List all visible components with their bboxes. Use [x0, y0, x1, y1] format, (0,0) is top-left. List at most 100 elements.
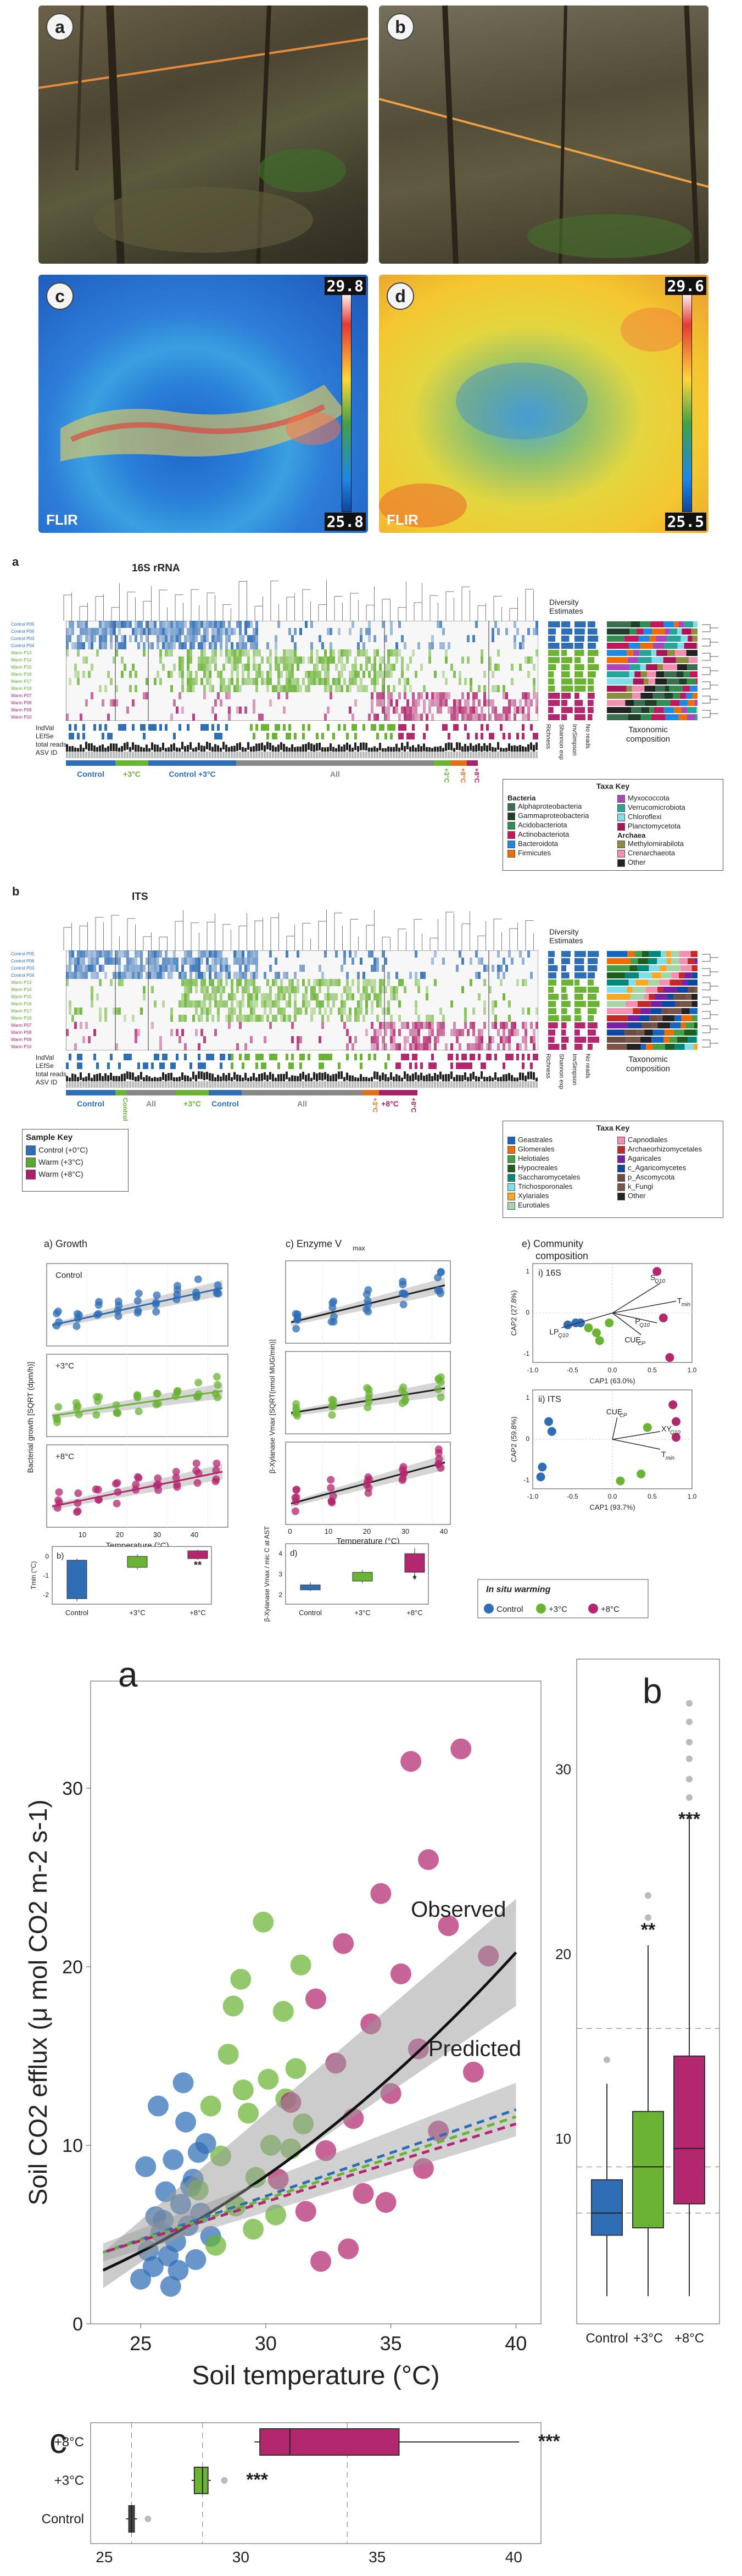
heatmap-cell [305, 671, 308, 678]
data-point [437, 1393, 445, 1401]
heatmap-cell [472, 1043, 475, 1050]
indicator-tracks [66, 724, 538, 758]
heatmap-cell [181, 965, 184, 972]
reads-bar [261, 742, 263, 750]
heatmap-cell [294, 685, 297, 692]
heatmap-cell [470, 1022, 472, 1029]
heatmap-cell [478, 972, 481, 979]
heatmap-cell [187, 649, 189, 656]
heatmap-cell [217, 1000, 220, 1008]
data-point [333, 1933, 354, 1954]
heatmap-cell [151, 972, 154, 979]
panel-label: b [643, 1671, 662, 1711]
heatmap-cell [404, 1022, 406, 1029]
heatmap-cell [431, 1015, 434, 1022]
asv-id-cell [503, 752, 505, 758]
heatmap-cell [206, 1008, 209, 1015]
data-point [305, 1988, 326, 2010]
heatmap-cell [250, 972, 253, 979]
indval-mark [354, 1054, 357, 1060]
heatmap-cell [253, 1008, 255, 1015]
reads-bar [489, 743, 491, 751]
diversity-bar [561, 657, 573, 663]
heatmap-cell [211, 979, 214, 986]
heatmap-cell [390, 621, 393, 628]
diversity-bar [548, 628, 556, 635]
heatmap-cell [195, 671, 198, 678]
taxon-segment [691, 965, 698, 971]
asv-id-cell [93, 1081, 96, 1088]
heatmap-cell [247, 635, 250, 642]
heatmap-cell [299, 628, 302, 635]
asv-id-cell [299, 752, 302, 758]
lefse-mark [214, 733, 217, 739]
asv-id-cell [225, 1081, 227, 1088]
key-label: Helotiales [518, 1154, 550, 1162]
heatmap-cell [316, 664, 319, 671]
heat-spots-c [60, 385, 346, 461]
heatmap-cell [66, 972, 69, 979]
heatmap-cell [291, 671, 294, 678]
taxon-segment [663, 987, 677, 993]
photo-label: d [387, 282, 414, 310]
data-point [330, 1312, 338, 1321]
heatmap-cell [417, 692, 420, 699]
reads-bar [349, 744, 351, 753]
data-point [132, 1485, 140, 1494]
lefse-mark [321, 1062, 324, 1069]
group-segment [467, 760, 478, 766]
heatmap-cell [390, 1015, 393, 1022]
heatmap-cell [500, 714, 503, 721]
diversity-bar [548, 987, 554, 993]
reads-bar [154, 744, 156, 752]
taxon-segment [680, 1001, 692, 1007]
data-point [135, 1407, 143, 1416]
heatmap-cell [316, 656, 319, 664]
taxon-segment [681, 707, 688, 713]
reads-bar [445, 743, 447, 751]
asv-id-cell [417, 752, 420, 758]
heatmap-cell [478, 1029, 481, 1036]
key-swatch [617, 840, 625, 848]
heatmap-cell [486, 1043, 489, 1050]
heatmap-cell [398, 1043, 401, 1050]
heatmap-cell [387, 699, 390, 706]
lefse-mark [423, 733, 426, 739]
heatmap-cell [82, 621, 85, 628]
heatmap-cell [244, 642, 247, 649]
heatmap-cell [280, 1015, 283, 1022]
heatmap-cell [239, 972, 242, 979]
scale-max: 29.6 [665, 277, 706, 295]
heatmap-cell [503, 685, 505, 692]
reads-bar [74, 1074, 76, 1082]
ordination-point [616, 1476, 625, 1485]
heatmap-cell [489, 1036, 492, 1043]
heatmap-cell [88, 965, 91, 972]
panel-title: b) [57, 1551, 64, 1561]
heatmap-cell [508, 1036, 511, 1043]
heatmap-cell [390, 1022, 393, 1029]
reads-bar [228, 747, 230, 755]
heatmap-cell [124, 950, 126, 958]
heatmap-cell [324, 656, 327, 664]
data-point [285, 2058, 306, 2079]
data-point [434, 1385, 442, 1393]
heatmap-cell [535, 1008, 538, 1015]
ordination-point [652, 1267, 662, 1276]
data-point [267, 2168, 289, 2190]
heatmap-cell [69, 950, 71, 958]
heatmap-cell [503, 993, 505, 1000]
lefse-mark [200, 1062, 203, 1069]
asv-id-cell [525, 752, 527, 758]
heatmap-cell [113, 621, 115, 628]
data-point [114, 1297, 122, 1305]
taxon-segment [652, 628, 665, 635]
heatmap-cell [220, 685, 222, 692]
heatmap-cell [439, 642, 442, 649]
heatmap-cell [382, 965, 384, 972]
reads-bar [135, 744, 137, 753]
heatmap-cell [280, 671, 283, 678]
heatmap-cell [99, 979, 102, 986]
heatmap-cell [269, 678, 272, 685]
diversity-bar [574, 700, 583, 706]
